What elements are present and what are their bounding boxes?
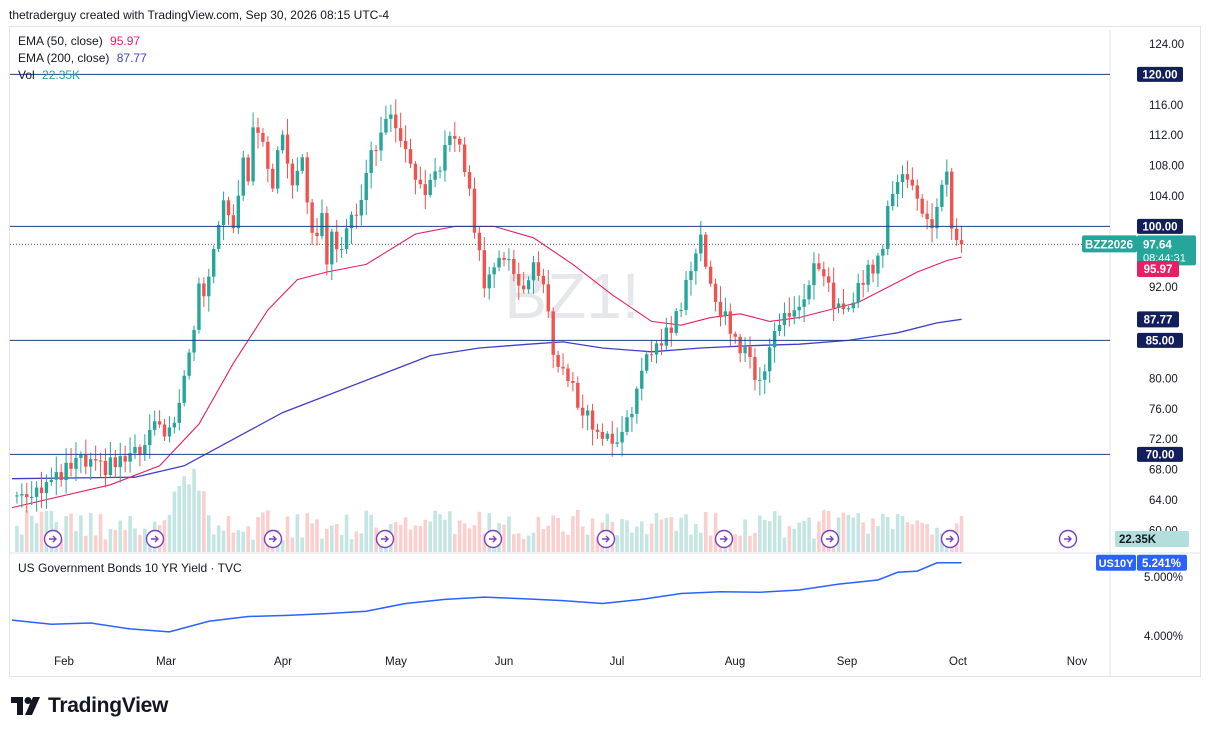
chart-frame [9, 26, 1201, 677]
legend-ema50-label: EMA (50, close) [18, 34, 103, 48]
yield-pane-title: US Government Bonds 10 YR Yield · TVC [18, 561, 242, 575]
tradingview-logo-icon [11, 697, 40, 715]
legend-ema200-label: EMA (200, close) [18, 51, 110, 65]
legend-vol[interactable]: Vol 22.35K [18, 68, 80, 83]
legend-ema200[interactable]: EMA (200, close) 87.77 [18, 51, 147, 66]
tradingview-logo: TradingView [11, 694, 168, 718]
legend-vol-value: 22.35K [42, 68, 81, 82]
legend-ema50[interactable]: EMA (50, close) 95.97 [18, 34, 140, 49]
legend-vol-label: Vol [18, 68, 35, 82]
tradingview-wordmark: TradingView [48, 694, 169, 717]
legend-ema200-value: 87.77 [116, 51, 147, 65]
legend-ema50-value: 95.97 [110, 34, 141, 48]
chart-credit: thetraderguy created with TradingView.co… [9, 8, 389, 22]
